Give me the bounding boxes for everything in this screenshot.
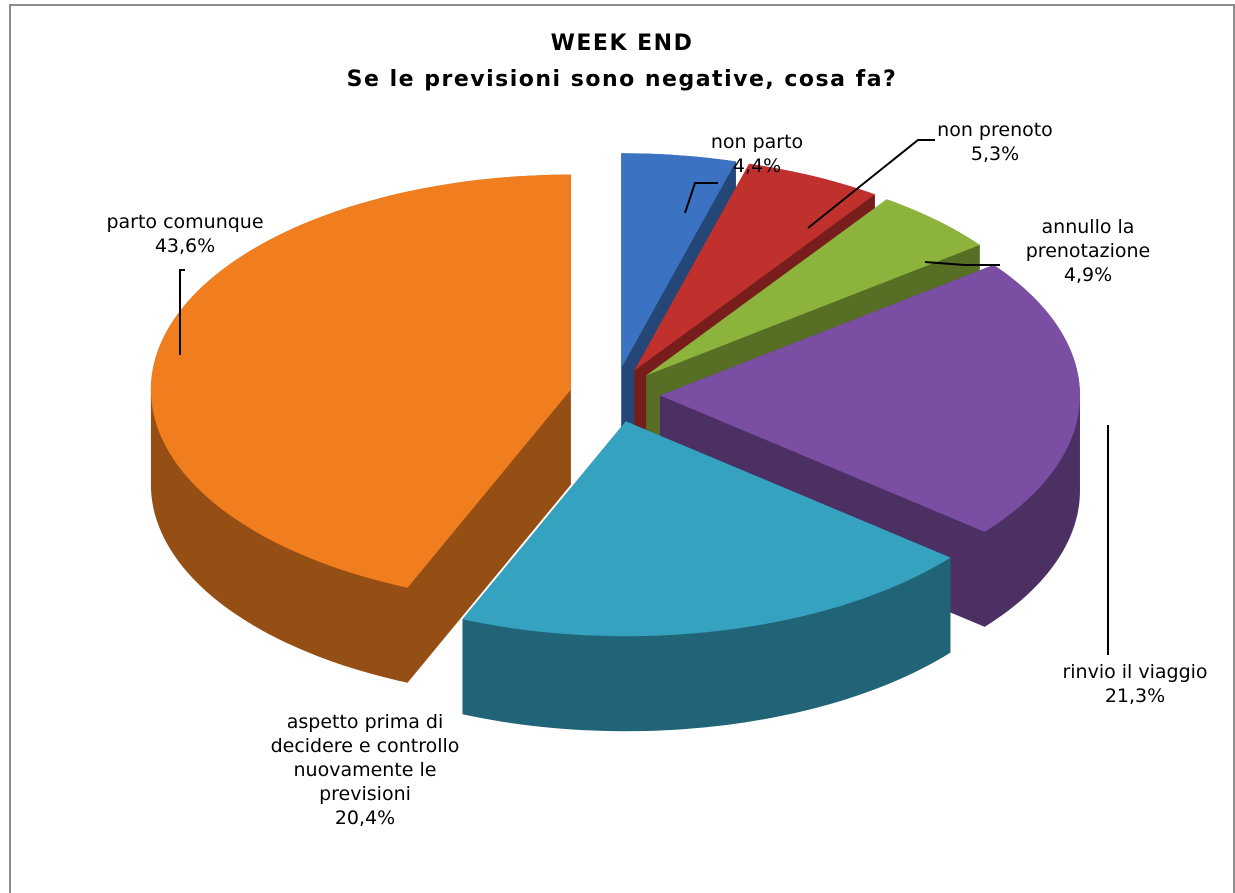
category-label: annullo la prenotazione: [1025, 216, 1151, 262]
pie-slice: [659, 264, 1080, 532]
leader-line: [179, 269, 185, 355]
pie-slice: [621, 153, 736, 369]
pie-slice: [150, 174, 571, 588]
category-label: non prenoto: [937, 119, 1053, 141]
data-label: non prenoto 5,3%: [915, 118, 1075, 166]
category-label: parto comunque: [106, 211, 264, 233]
value-label: 4,4%: [732, 155, 782, 177]
pie-slice: [634, 163, 875, 371]
leader-line: [684, 182, 718, 214]
category-label: aspetto prima di decidere e controllo nu…: [270, 711, 460, 805]
chart-subtitle: Se le previsioni sono negative, cosa fa?: [347, 67, 898, 92]
chart-border: [9, 4, 1235, 893]
data-label: non parto 4,4%: [687, 130, 827, 178]
value-label: 43,6%: [154, 235, 216, 257]
pie-slice: [462, 421, 951, 637]
value-label: 21,3%: [1104, 685, 1166, 707]
leader-line: [807, 139, 935, 229]
chart-title: WEEK END: [551, 31, 694, 56]
leader-line: [924, 261, 1000, 266]
category-label: rinvio il viaggio: [1062, 661, 1208, 683]
value-label: 20,4%: [334, 807, 396, 829]
pie-slice: [646, 199, 980, 376]
value-label: 4,9%: [1063, 264, 1113, 286]
leader-lines: [179, 139, 1109, 655]
data-label: rinvio il viaggio 21,3%: [1025, 660, 1235, 708]
value-label: 5,3%: [970, 143, 1020, 165]
data-label: aspetto prima di decidere e controllo nu…: [250, 710, 480, 830]
data-label: parto comunque 43,6%: [70, 210, 300, 258]
category-label: non parto: [710, 131, 804, 153]
data-label: annullo la prenotazione 4,9%: [998, 215, 1178, 287]
